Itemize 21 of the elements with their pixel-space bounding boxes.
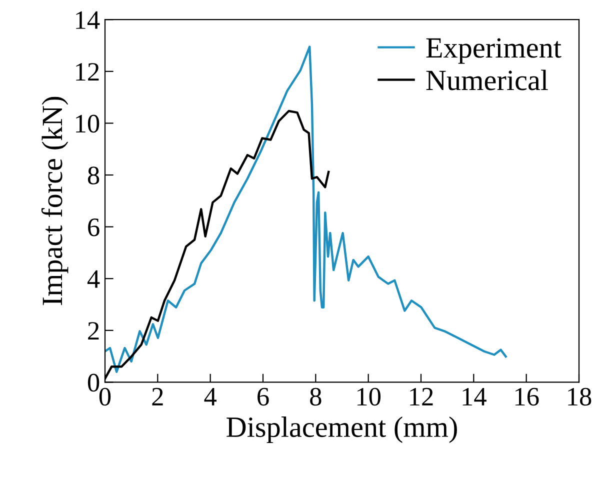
x-tick-label: 10 <box>357 388 381 406</box>
y-tick-label: 0 <box>88 374 100 392</box>
legend-label: Experiment <box>426 38 562 64</box>
y-tick-label: 4 <box>87 270 100 288</box>
y-axis-title: Impact force (kN) <box>41 96 68 306</box>
y-tick-label: 8 <box>88 166 100 184</box>
x-tick-label: 4 <box>204 388 217 406</box>
x-tick-label: 16 <box>515 388 539 406</box>
x-tick-label: 12 <box>410 388 433 406</box>
y-tick-label: 14 <box>76 11 100 29</box>
y-tick-label: 10 <box>76 114 100 133</box>
x-tick-label: 14 <box>462 388 486 406</box>
x-tick-label: 2 <box>152 388 163 406</box>
x-tick-label: 6 <box>258 388 269 406</box>
y-tick-label: 12 <box>76 63 99 81</box>
y-tick-label: 6 <box>88 218 100 236</box>
x-tick-label: 18 <box>568 388 592 406</box>
x-tick-label: 8 <box>310 388 322 406</box>
legend-label: Numerical <box>426 70 548 90</box>
y-tick-label: 2 <box>88 322 99 340</box>
x-axis-title: Displacement (mm) <box>226 416 457 443</box>
